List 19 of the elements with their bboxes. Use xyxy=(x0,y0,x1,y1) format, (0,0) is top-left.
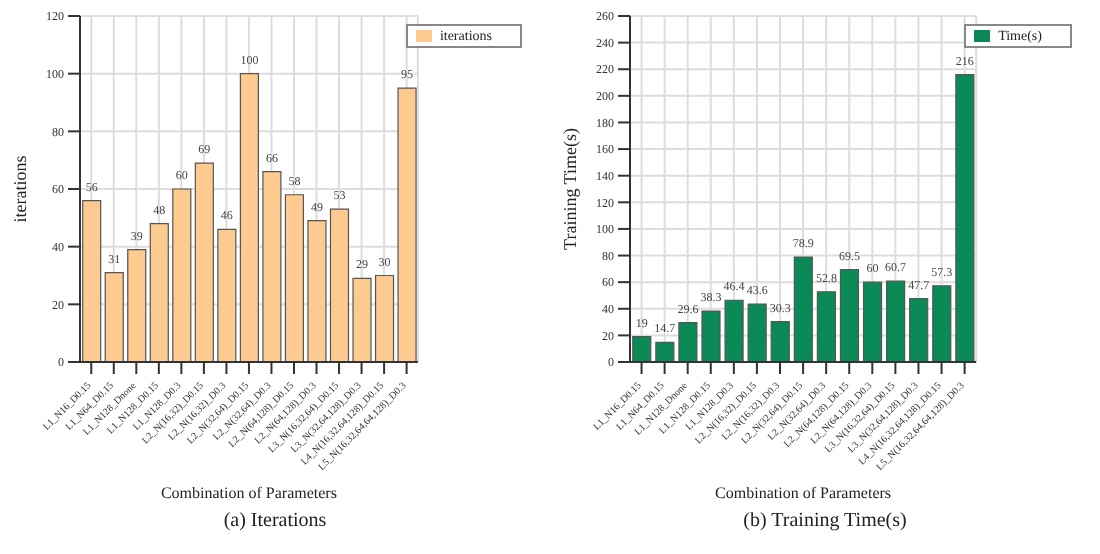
bar xyxy=(909,297,929,362)
bar xyxy=(886,280,906,362)
x-axis-title: Combination of Parameters xyxy=(715,484,892,502)
bar xyxy=(816,291,836,362)
bar xyxy=(82,199,102,362)
y-axis-title: Training Time(s) xyxy=(560,128,581,250)
text: (b) Training Time(s) xyxy=(741,510,909,532)
bar xyxy=(955,73,975,362)
bar xyxy=(632,336,652,362)
bar xyxy=(793,256,813,362)
bar xyxy=(862,281,883,362)
bar xyxy=(839,268,860,362)
bar xyxy=(932,285,952,362)
bar xyxy=(770,321,790,362)
text: (a) Iterations xyxy=(221,510,329,532)
y-axis-title: iterations xyxy=(10,154,31,223)
bar xyxy=(747,303,767,362)
x-axis-title: Combination of Parameters xyxy=(160,484,337,502)
bar xyxy=(655,341,675,362)
